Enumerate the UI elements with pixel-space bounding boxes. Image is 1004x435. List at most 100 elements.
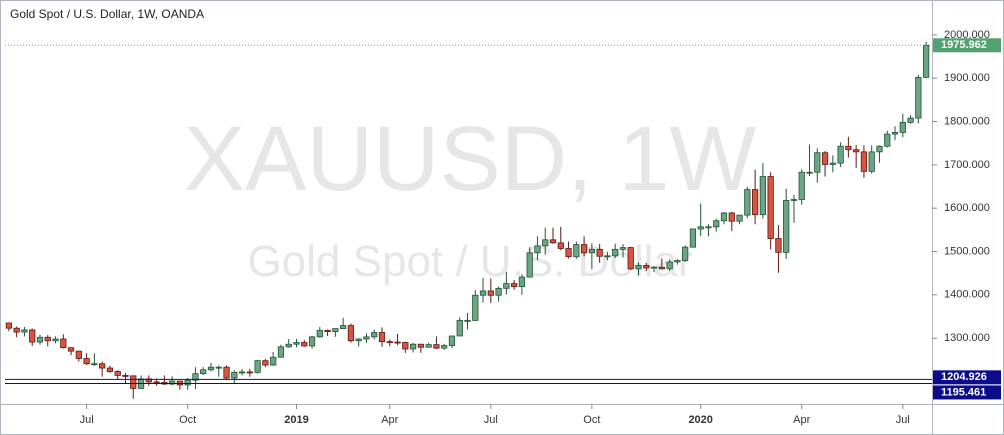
- candle-body: [29, 329, 36, 343]
- candle-body: [775, 238, 782, 253]
- level-label-box: [933, 370, 1001, 385]
- candle-body: [899, 122, 906, 133]
- candle-body: [806, 171, 813, 174]
- x-tick-label: Jul: [896, 414, 910, 426]
- candle-body: [130, 375, 137, 389]
- candle-body: [689, 228, 697, 248]
- candle-body: [596, 248, 603, 257]
- x-tick-label: Oct: [179, 414, 196, 426]
- candle-body: [207, 366, 215, 371]
- chart-title: Gold Spot / U.S. Dollar, 1W, OANDA: [10, 7, 204, 21]
- y-tick-label: 1700.000: [944, 159, 990, 171]
- level-label-box: [933, 385, 1001, 400]
- last-price-label: 1975.962: [941, 39, 987, 51]
- x-tick-label: Jul: [484, 414, 498, 426]
- candle-body: [744, 189, 751, 216]
- candle-body: [588, 248, 595, 254]
- candle-body: [720, 212, 728, 222]
- candle-body: [254, 360, 261, 373]
- candle-body: [479, 290, 487, 296]
- watermark: XAUUSD, 1W: [184, 108, 757, 210]
- candle-body: [907, 117, 914, 123]
- candle-body: [627, 247, 634, 270]
- candle-body: [200, 369, 207, 375]
- x-tick-label: 2019: [284, 414, 308, 426]
- candle-body: [604, 255, 611, 258]
- candle-body: [884, 133, 891, 147]
- candle-body: [751, 189, 759, 216]
- y-tick-label: 2000.000: [944, 29, 990, 41]
- candle-body: [534, 245, 541, 254]
- candle-body: [526, 252, 533, 278]
- candle-body: [36, 336, 44, 343]
- candle-body: [192, 373, 199, 381]
- last-price-box: [933, 38, 1001, 53]
- candle-body: [821, 152, 829, 165]
- candle-body: [340, 325, 347, 330]
- candle-body: [301, 342, 308, 347]
- candle-body: [868, 151, 875, 172]
- candle-body: [332, 328, 339, 333]
- candle-body: [619, 247, 627, 250]
- candle-body: [542, 239, 549, 247]
- x-tick-label: Jul: [80, 414, 94, 426]
- candle-body: [106, 367, 114, 372]
- candle-body: [814, 152, 821, 173]
- candle-body: [114, 371, 121, 376]
- candle-body: [363, 336, 370, 340]
- candle-body: [5, 322, 13, 329]
- candle-body: [612, 248, 619, 257]
- candle-body: [503, 283, 510, 289]
- candle-body: [783, 199, 790, 253]
- candle-body: [518, 276, 526, 287]
- candle-body: [643, 264, 650, 269]
- candle-body: [246, 371, 253, 374]
- candle-body: [580, 244, 588, 254]
- candle-body: [347, 325, 355, 342]
- candle-body: [13, 327, 20, 333]
- candle-body: [511, 283, 518, 287]
- candle-body: [549, 239, 557, 244]
- candle-body: [441, 345, 448, 349]
- x-tick-label: Apr: [793, 414, 810, 426]
- candle-body: [83, 358, 90, 365]
- candle-body: [798, 171, 805, 200]
- candle-body: [635, 264, 642, 270]
- candle-body: [666, 261, 673, 270]
- candle-body: [52, 338, 59, 342]
- candle-body: [674, 260, 681, 263]
- candle-body: [565, 248, 572, 258]
- candle-body: [75, 350, 82, 359]
- candle-body: [759, 176, 766, 216]
- y-tick-label: 1800.000: [944, 115, 990, 127]
- candle-body: [21, 329, 28, 333]
- candle-body: [876, 145, 883, 153]
- candle-body: [790, 199, 798, 201]
- candle-body: [277, 346, 285, 358]
- candle-body: [767, 176, 774, 239]
- candle-body: [402, 342, 409, 350]
- candle-body: [316, 329, 323, 338]
- candle-body: [433, 344, 440, 349]
- candle-body: [495, 287, 502, 296]
- watermark-subtitle: Gold Spot / U.S. Dollar: [247, 237, 692, 286]
- candle-body: [293, 342, 300, 345]
- candle-body: [215, 366, 222, 369]
- candle-body: [184, 379, 191, 386]
- candle-body: [44, 336, 51, 342]
- candle-body: [417, 343, 424, 348]
- candle-body: [153, 381, 160, 384]
- level-label: 1204.926: [941, 371, 987, 383]
- candle-body: [355, 338, 362, 342]
- candle-body: [324, 329, 331, 333]
- candle-body: [231, 371, 238, 379]
- candle-body: [658, 266, 665, 270]
- candle-body: [728, 212, 735, 222]
- candle-body: [448, 335, 456, 346]
- candle-body: [829, 162, 836, 165]
- candle-body: [67, 347, 75, 352]
- candle-body: [91, 363, 98, 366]
- candle-body: [122, 375, 129, 377]
- x-tick-label: Apr: [381, 414, 398, 426]
